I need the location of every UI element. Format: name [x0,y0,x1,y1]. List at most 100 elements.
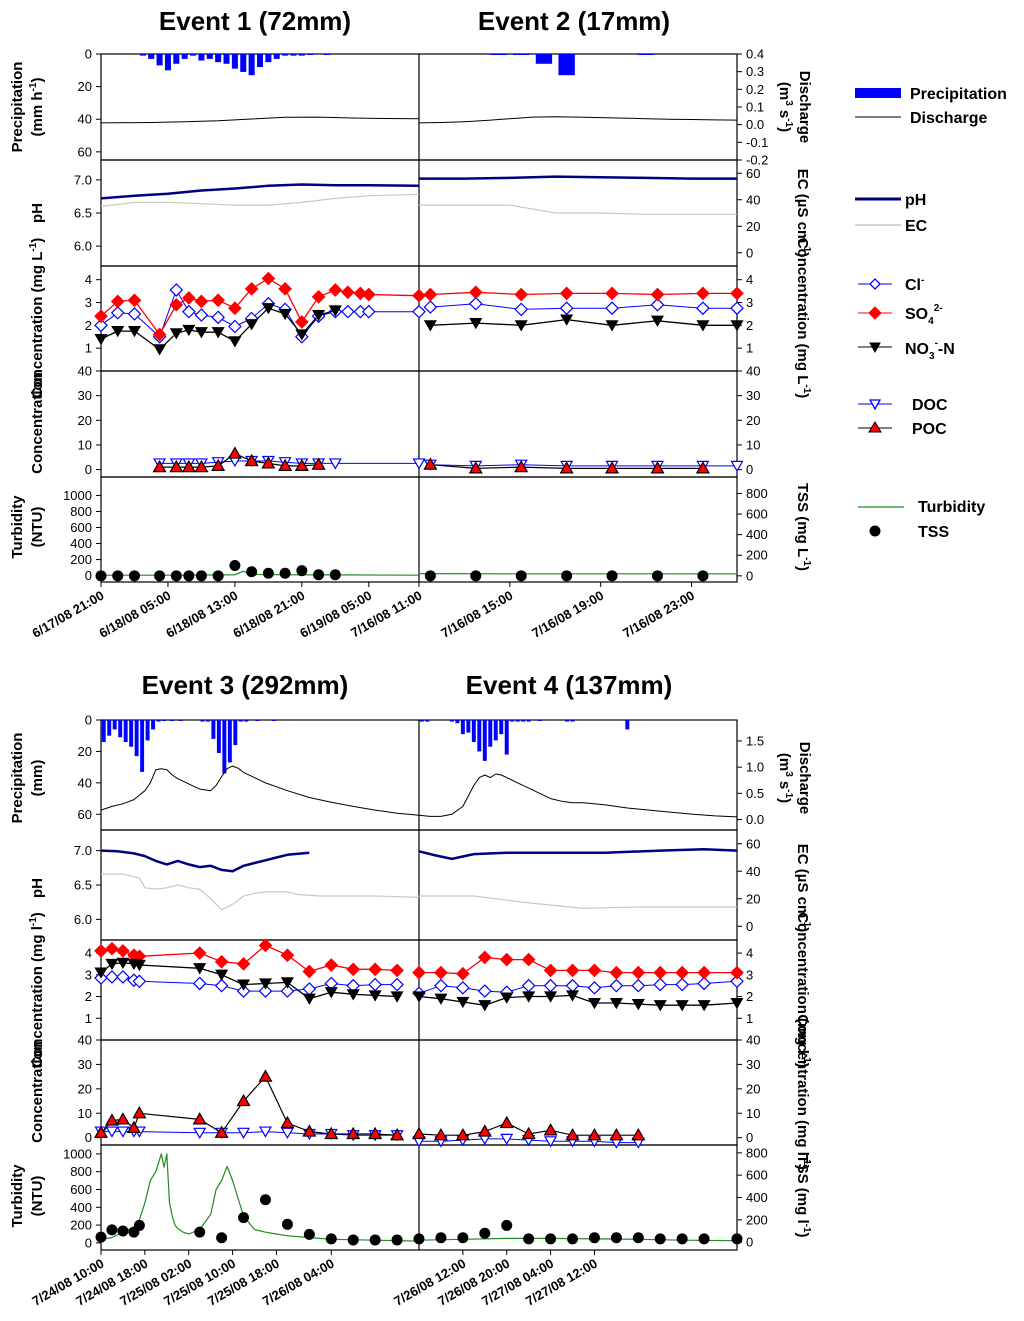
legend-no3-marker [869,342,881,354]
top-precip-left-tick-label: 60 [78,144,92,159]
top-cl-point [211,310,226,325]
top-precip-bar [265,54,272,63]
top-so4-point [696,286,710,301]
top-tss-point [296,565,308,577]
bottom-carbon-left-tick-label: 40 [78,1033,92,1048]
top-ec-line [100,193,420,207]
bottom-poc-point [192,1112,207,1125]
bottom-no3-point [94,967,108,979]
top-precip-bar [637,54,655,55]
bottom-tss-point [303,1228,315,1240]
bottom-y-turbidity-label-1: Turbidity [9,1164,26,1228]
bottom-poc-point [477,1124,492,1137]
bottom-ion-right-tick-label: 2 [746,989,753,1004]
bottom-y-discharge-label-1: Discharge [796,742,813,815]
top-doc-point [412,458,426,470]
bottom-tss-point [117,1225,129,1237]
top-poc-point [294,458,309,472]
top-tss-point [212,570,224,582]
bottom-tss-point [676,1233,688,1245]
bottom-discharge-line [418,773,738,818]
top-no3-point [211,327,225,339]
top-discharge-right-tick-label: 0.1 [746,100,764,115]
bottom-so4-point [730,965,744,980]
top-so4-point [730,286,744,301]
bottom-y-discharge-label-2: (m3 s-1) [776,753,794,803]
top-precip-bar [298,54,305,56]
bottom-cl-point [302,982,317,996]
top-no3-point [169,328,183,340]
bottom-turb-left-tick-label: 200 [70,1218,92,1233]
top-so4-point [228,301,242,316]
top-x-tick-label: 7/16/08 15:00 [438,588,515,641]
top-cl-point [94,318,108,333]
top-so4-point [110,294,125,309]
top-no3-point [328,305,342,317]
event1-title: Event 1 (72mm) [159,6,351,36]
top-so4-point [294,315,309,329]
bottom-cl-point [368,977,382,992]
bottom-tss-right-tick-label: 800 [746,1145,768,1160]
bottom-precip-bar [477,720,482,752]
bottom-turb-left-tick-label: 800 [70,1164,92,1179]
bottom-tss-point [325,1233,337,1245]
top-cl-point [605,301,619,316]
bottom-poc-point [346,1126,361,1140]
top-y-turbidity-label-1: Turbidity [9,495,26,559]
bottom-poc-point [433,1128,448,1141]
bottom-cl-point [477,984,492,998]
top-cl-point [361,304,376,319]
top-tss-point [154,570,166,582]
bottom-so4-point [565,963,580,978]
top-turb-left-tick-label: 800 [70,504,92,519]
bottom-so4-point [653,965,668,980]
bottom-doc-point [544,1136,558,1148]
top-cl-point [559,301,574,316]
top-tss-point [246,566,258,578]
top-ion-left-tick-label: 1 [85,341,92,356]
bottom-y-ion-left-label: Concentration (mg l-1) [28,912,46,1068]
top-so4-point [412,288,426,303]
top-tss-point [697,570,709,582]
top-cl-point [228,319,242,334]
bottom-ec-line [419,895,737,910]
bottom-no3-point [346,989,360,1001]
bottom-turb-left-tick-label: 1000 [63,1146,92,1161]
top-poc-point [468,461,483,474]
bottom-precip-bar [570,720,575,722]
bottom-tss-right-tick-label: 600 [746,1168,768,1183]
top-cl-point [110,305,125,320]
top-precip-bar [198,54,205,61]
bottom-poc-point [390,1128,405,1141]
top-precip-bar [190,54,197,56]
top-turb-left-tick-label: 400 [70,536,92,551]
top-no3-point [261,303,275,315]
top-no3-point [514,320,528,332]
legend-discharge-label: Discharge [910,110,987,127]
top-so4-point [194,294,209,309]
top-no3-point [127,325,142,338]
top-tss-point [652,570,663,582]
top-cl-point [412,304,426,319]
bottom-so4-point [258,938,273,953]
top-turb-left-tick-label: 0 [85,568,92,583]
legend-precip-swatch [855,88,901,98]
bottom-discharge-line [100,765,420,816]
bottom-no3-point [609,997,623,1010]
bottom-precip-bar [238,720,243,722]
bottom-tss-point [95,1231,107,1243]
bottom-y-ec-label: EC (µS cm-1) [794,844,812,932]
bottom-precip-bar [499,720,504,735]
top-so4-point [244,281,259,296]
bottom-cl-point [730,974,744,989]
top-no3-point [278,308,292,321]
bottom-precip-bar [455,720,460,724]
bottom-precip-bar [449,720,454,722]
top-so4-point [261,271,276,286]
top-discharge-right-tick-label: 0.3 [746,64,764,79]
top-x-tick-label: 7/16/08 23:00 [620,588,697,641]
bottom-poc-point [132,1106,147,1119]
top-poc-point [194,459,209,473]
bottom-precip-bar [521,720,526,722]
bottom-tss-point [194,1226,206,1238]
